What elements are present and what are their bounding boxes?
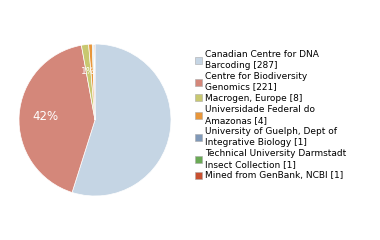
Wedge shape [19, 45, 95, 192]
Wedge shape [89, 44, 95, 120]
Wedge shape [94, 44, 95, 120]
Wedge shape [92, 44, 95, 120]
Text: 1%: 1% [81, 66, 96, 76]
Text: 42%: 42% [33, 110, 59, 123]
Wedge shape [93, 44, 95, 120]
Wedge shape [72, 44, 171, 196]
Wedge shape [81, 44, 95, 120]
Legend: Canadian Centre for DNA
Barcoding [287], Centre for Biodiversity
Genomics [221],: Canadian Centre for DNA Barcoding [287],… [195, 50, 347, 180]
